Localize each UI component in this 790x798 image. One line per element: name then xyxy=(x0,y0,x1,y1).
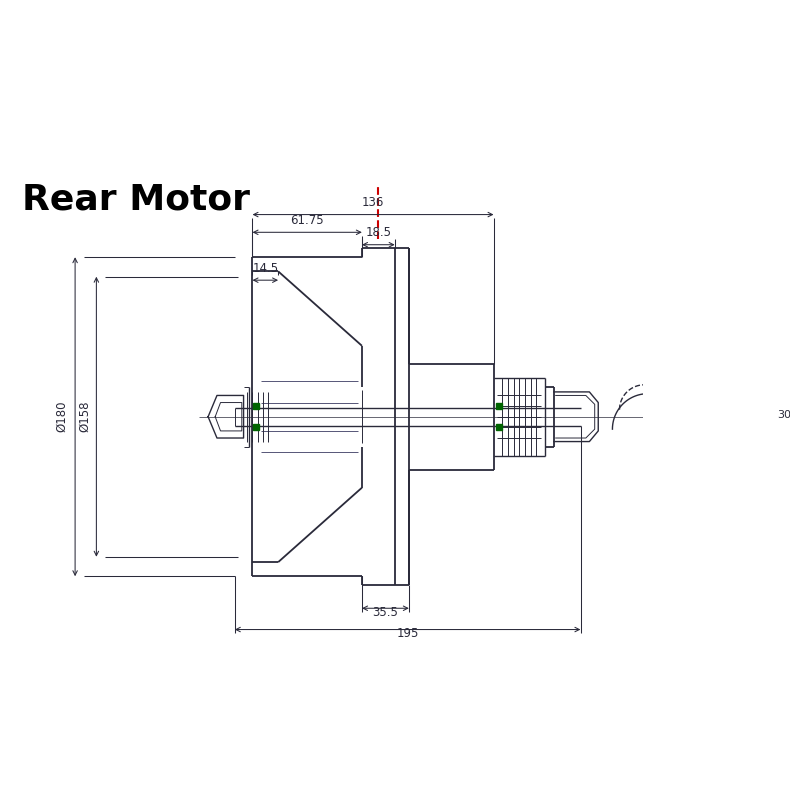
Text: 61.75: 61.75 xyxy=(291,214,324,227)
Text: Ø180: Ø180 xyxy=(55,401,68,433)
Text: 136: 136 xyxy=(362,196,384,209)
Text: 18.5: 18.5 xyxy=(365,227,391,239)
Text: Ø158: Ø158 xyxy=(78,401,91,433)
Text: 30: 30 xyxy=(777,410,790,420)
Text: Rear Motor: Rear Motor xyxy=(22,183,250,216)
Text: 35.5: 35.5 xyxy=(373,606,398,619)
Text: 195: 195 xyxy=(397,627,419,640)
Text: 14.5: 14.5 xyxy=(252,262,278,275)
